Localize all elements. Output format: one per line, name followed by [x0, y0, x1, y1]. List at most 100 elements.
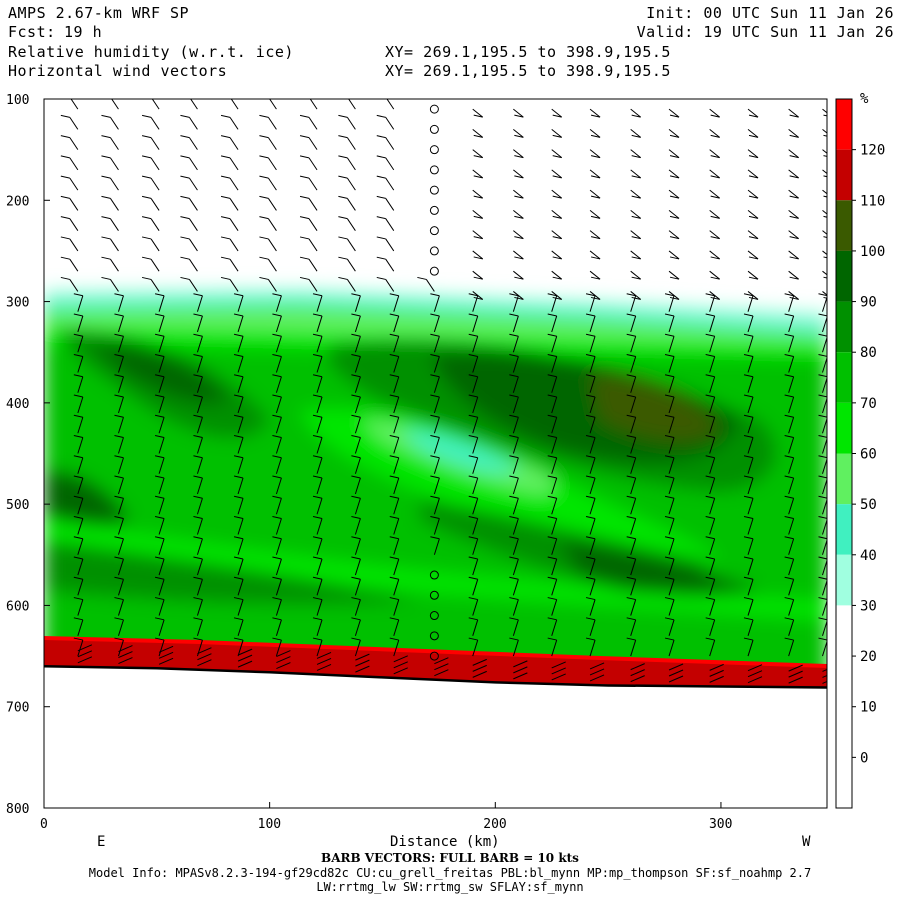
wind-barb-feather — [669, 256, 680, 260]
wind-barb-shaft — [512, 477, 519, 495]
wind-barb-shaft — [747, 210, 759, 219]
wind-barb-shaft — [788, 336, 795, 353]
wind-barb-feather — [114, 313, 124, 317]
wind-barb-feather — [468, 374, 478, 378]
wind-barb-shaft — [551, 579, 558, 596]
wind-barb-feather — [514, 134, 524, 138]
wind-barb-feather — [509, 516, 519, 520]
wind-barb-feather — [101, 195, 111, 199]
wind-barb-feather — [626, 495, 636, 499]
colorbar-swatch — [836, 656, 852, 707]
wind-barb-shaft — [268, 198, 277, 211]
wind-barb-shaft — [512, 599, 519, 616]
wind-barb-shaft — [117, 477, 124, 495]
wind-barb-feather — [468, 333, 478, 337]
wind-barb-feather — [312, 556, 323, 560]
wind-barb-shaft — [709, 270, 720, 280]
wind-barb-shaft — [709, 477, 716, 495]
wind-barb-feather — [547, 353, 557, 357]
wind-barb-feather — [743, 576, 754, 580]
wind-barb-shaft — [472, 619, 479, 636]
wind-barb-shaft — [551, 417, 558, 434]
wind-barb-feather — [669, 155, 680, 159]
wind-barb-shaft — [346, 258, 356, 272]
wind-barb-feather — [233, 374, 244, 378]
wind-barb-shaft — [589, 579, 596, 596]
wind-barb-shaft — [237, 599, 244, 616]
wind-barb-feather — [312, 597, 323, 601]
surface-wind-barb — [513, 666, 528, 674]
wind-barb-shaft — [69, 137, 79, 150]
wind-barb-feather — [180, 155, 190, 159]
wind-barb-feather — [389, 576, 399, 580]
wind-barb-feather — [552, 155, 562, 159]
wind-barb-shaft — [393, 396, 400, 414]
wind-barb-shaft — [354, 639, 361, 657]
wind-barb-feather — [430, 536, 440, 540]
wind-barb-shaft — [117, 356, 124, 373]
wind-barb-feather — [73, 455, 83, 459]
wind-barb-feather — [233, 313, 244, 317]
wind-barb-shaft — [189, 279, 198, 292]
wind-barb-feather — [259, 135, 269, 139]
wind-barb-shaft — [117, 417, 124, 434]
wind-barb-feather — [590, 296, 601, 300]
wind-barb-feather — [180, 236, 190, 240]
wind-barb-feather — [101, 175, 111, 179]
wind-barb-feather — [669, 296, 680, 300]
wind-barb-feather — [705, 333, 715, 337]
wind-barb-shaft — [196, 396, 203, 414]
wind-barb-feather — [585, 576, 596, 580]
wind-barb-shaft — [77, 356, 84, 373]
wind-barb-shaft — [668, 619, 675, 636]
wind-barb-feather — [705, 313, 715, 317]
wind-barb-shaft — [189, 137, 198, 150]
wind-barb-shaft — [196, 599, 203, 616]
wind-barb-feather — [272, 414, 282, 418]
wind-barb-shaft — [551, 295, 558, 312]
wind-barb-shaft — [77, 619, 84, 636]
wind-barb-feather — [114, 333, 124, 337]
wind-barb-shaft — [393, 295, 400, 312]
wind-barb-feather — [389, 637, 399, 641]
wind-barb-feather — [299, 256, 310, 260]
wind-barb-shaft — [196, 558, 203, 576]
wind-barb-feather — [664, 536, 675, 540]
wind-barb-shaft — [747, 295, 754, 312]
surface-wind-barb — [551, 661, 566, 669]
wind-barb-feather — [430, 374, 440, 378]
y-tick-label: 600 — [6, 599, 29, 614]
wind-barb-shaft — [275, 538, 282, 555]
wind-barb-shaft — [551, 619, 558, 636]
wind-barb-shaft — [668, 356, 675, 373]
wind-barb-shaft — [630, 639, 637, 657]
wind-barb-feather — [389, 394, 399, 398]
wind-barb-shaft — [747, 437, 754, 454]
wind-barb-feather — [705, 475, 715, 479]
wind-barb-shaft — [316, 437, 323, 454]
surface-wind-barb — [434, 669, 449, 677]
wind-barb-shaft — [354, 376, 361, 393]
wind-barb-feather — [312, 313, 323, 317]
wind-barb-feather — [669, 276, 680, 280]
wind-barb-shaft — [229, 258, 239, 272]
wind-barb-shaft — [513, 270, 524, 280]
wind-barb-feather — [101, 135, 111, 139]
wind-barb-feather — [154, 414, 165, 418]
wind-barb-feather — [180, 175, 190, 179]
wind-barb-feather — [141, 114, 152, 118]
wind-barb-shaft — [346, 279, 356, 292]
wind-barb-feather — [312, 495, 323, 499]
wind-barb-feather — [823, 276, 827, 279]
wind-barb-shaft — [354, 558, 361, 576]
wind-barb-shaft — [275, 356, 282, 373]
wind-barb-shaft — [316, 477, 323, 495]
wind-barb-feather — [272, 455, 282, 459]
wind-barb-shaft — [822, 210, 827, 215]
wind-barb-feather — [312, 394, 323, 398]
wind-barb-feather — [220, 175, 231, 179]
wind-barb-shaft — [196, 477, 203, 495]
wind-barb-shaft — [709, 108, 720, 118]
wind-barb-feather — [789, 114, 799, 118]
wind-barb-feather — [705, 353, 715, 357]
